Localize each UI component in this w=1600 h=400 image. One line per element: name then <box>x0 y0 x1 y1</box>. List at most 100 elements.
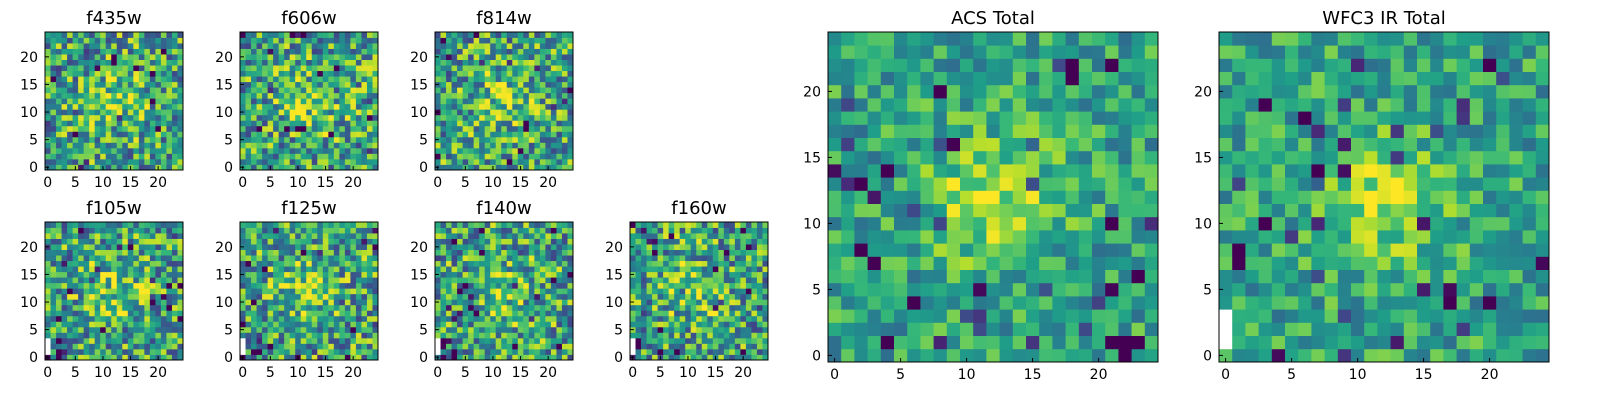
pixel-cell <box>512 348 519 355</box>
pixel-cell <box>67 249 73 256</box>
pixel-cell <box>641 222 647 228</box>
pixel-cell <box>256 158 263 165</box>
pixel-cell <box>160 125 167 132</box>
pixel-cell <box>674 233 681 239</box>
pixel-cell <box>177 282 184 289</box>
pixel-cell <box>245 32 252 38</box>
pixel-cell <box>550 299 557 306</box>
pixel-cell <box>707 354 714 361</box>
pixel-cell <box>652 332 658 339</box>
pixel-cell <box>306 125 313 132</box>
pixel-cell <box>72 299 79 306</box>
pixel-cell <box>127 326 134 333</box>
pixel-cell <box>495 98 502 105</box>
pixel-cell <box>67 120 73 127</box>
pixel-cell <box>295 293 302 300</box>
pixel-cell <box>355 136 362 143</box>
pixel-cell <box>506 32 513 38</box>
pixel-cell <box>89 282 96 289</box>
pixel-cell <box>333 244 340 250</box>
pixel-cell <box>322 304 329 311</box>
pixel-cell <box>523 37 530 44</box>
pixel-cell <box>668 233 675 239</box>
pixel-cell <box>556 249 563 256</box>
x-tick-label: 15 <box>512 175 530 191</box>
pixel-cell <box>567 288 574 295</box>
pixel-cell <box>311 131 318 138</box>
pixel-cell <box>880 216 895 231</box>
pixel-cell <box>973 296 987 310</box>
pixel-cell <box>484 54 491 60</box>
pixel-cell <box>78 310 85 317</box>
pixel-cell <box>652 288 658 295</box>
pixel-cell <box>1039 177 1053 191</box>
pixel-cell <box>679 348 686 355</box>
pixel-cell <box>539 158 546 165</box>
pixel-cell <box>89 87 96 94</box>
pixel-cell <box>105 32 112 38</box>
pixel-cell <box>534 227 541 234</box>
pixel-cell <box>1105 256 1119 270</box>
pixel-cell <box>534 87 541 94</box>
pixel-cell <box>273 48 280 55</box>
pixel-cell <box>561 59 568 66</box>
pixel-cell <box>100 266 107 273</box>
pixel-cell <box>740 260 747 267</box>
y-tick-label: 0 <box>224 350 233 366</box>
pixel-cell <box>133 164 140 171</box>
pixel-cell <box>284 238 291 245</box>
pixel-cell <box>45 227 51 234</box>
pixel-cell <box>712 227 719 234</box>
pixel-cell <box>328 114 335 121</box>
pixel-cell <box>245 87 252 94</box>
pixel-cell <box>495 136 502 143</box>
pixel-cell <box>556 299 563 306</box>
pixel-cell <box>723 255 730 262</box>
pixel-cell <box>105 48 112 55</box>
pixel-cell <box>295 153 302 160</box>
pixel-cell <box>245 288 252 295</box>
pixel-cell <box>328 109 335 116</box>
pixel-cell <box>986 177 1000 191</box>
pixel-cell <box>138 158 145 165</box>
pixel-cell <box>105 131 112 138</box>
pixel-cell <box>278 227 285 234</box>
pixel-cell <box>133 120 140 127</box>
pixel-cell <box>762 288 769 295</box>
pixel-cell <box>446 326 452 333</box>
pixel-cell <box>462 244 469 250</box>
pixel-cell <box>344 293 351 300</box>
pixel-cell <box>295 120 302 127</box>
pixel-cell <box>473 48 480 55</box>
pixel-cell <box>841 124 855 138</box>
pixel-cell <box>446 37 452 44</box>
pixel-cell <box>94 37 101 44</box>
pixel-cell <box>317 125 324 132</box>
pixel-cell <box>696 222 703 228</box>
pixel-cell <box>1052 137 1066 152</box>
pixel-cell <box>322 136 329 143</box>
pixel-cell <box>512 227 519 234</box>
pixel-cell <box>561 147 568 154</box>
pixel-cell <box>306 238 313 245</box>
pixel-cell <box>756 332 763 339</box>
pixel-cell <box>854 269 868 284</box>
pixel-cell <box>300 238 307 245</box>
pixel-cell <box>663 255 670 262</box>
pixel-cell <box>300 87 307 94</box>
pixel-cell <box>867 309 882 323</box>
pixel-cell <box>284 315 291 322</box>
pixel-cell <box>745 326 752 333</box>
pixel-cell <box>350 315 357 322</box>
pixel-cell <box>545 293 552 300</box>
pixel-cell <box>745 343 752 350</box>
pixel-cell <box>567 348 574 355</box>
pixel-cell <box>350 43 357 49</box>
pixel-cell <box>751 282 758 289</box>
pixel-cell <box>479 304 486 311</box>
pixel-cell <box>273 87 280 94</box>
pixel-cell <box>1039 216 1053 231</box>
pixel-cell <box>556 114 563 121</box>
pixel-cell <box>457 103 463 110</box>
pixel-cell <box>361 354 368 361</box>
